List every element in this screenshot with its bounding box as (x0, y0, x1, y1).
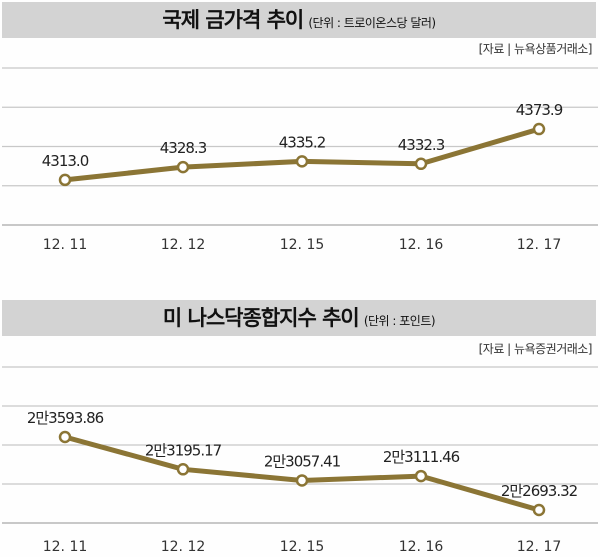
chart2-title-bar: 미 나스닥종합지수 추이 (단위 : 포인트) (2, 300, 596, 336)
chart2-x-tick-label: 12. 16 (399, 539, 444, 555)
chart1-title-bar: 국제 금가격 추이 (단위 : 트로이온스당 달러) (2, 2, 596, 38)
chart2-data-label: 2만3057.41 (264, 452, 341, 470)
chart1-data-point (532, 122, 546, 136)
chart2-data-label: 2만2693.32 (501, 482, 578, 500)
chart2-data-point (176, 463, 190, 476)
chart1-data-label: 4328.3 (160, 139, 207, 157)
chart2-x-tick-label: 12. 11 (43, 539, 88, 555)
chart2-data-label: 2만3111.46 (383, 448, 460, 466)
chart1-data-point (58, 173, 72, 187)
chart2-data-point (295, 474, 309, 487)
chart2-source: [자료 | 뉴욕증권거래소] (478, 342, 593, 356)
chart2-data-label: 2만3593.86 (27, 409, 104, 427)
chart2-data-point (532, 503, 546, 517)
chart1-x-tick-label: 12. 17 (517, 237, 562, 253)
chart1-data-label: 4373.9 (516, 101, 563, 119)
chart1-source: [자료 | 뉴욕상품거래소] (478, 42, 593, 56)
chart2-title: 미 나스닥종합지수 추이 (162, 306, 360, 330)
chart1-title: 국제 금가격 추이 (162, 8, 304, 32)
chart2-data-point (58, 430, 72, 444)
chart1-x-tick-label: 12. 12 (161, 237, 206, 253)
chart2-series-line (64, 434, 540, 513)
chart1-data-label: 4332.3 (398, 136, 445, 154)
chart1-unit: (단위 : 트로이온스당 달러) (308, 16, 436, 30)
chart1-x-tick-label: 12. 16 (399, 237, 444, 253)
chart2-x-tick-label: 12. 15 (280, 539, 325, 555)
chart2-x-tick-label: 12. 17 (517, 539, 562, 555)
chart2-data-label: 2만3195.17 (145, 441, 222, 459)
chart1-data-point (414, 157, 428, 171)
chart2-x-tick-label: 12. 12 (161, 539, 206, 555)
chart1-data-point (295, 155, 309, 168)
chart1-data-label: 4313.0 (42, 152, 89, 170)
chart1-data-label: 4335.2 (279, 133, 326, 151)
chart2-data-point (414, 469, 428, 483)
chart1-data-point (176, 160, 190, 174)
chart1-x-tick-label: 12. 15 (280, 237, 325, 253)
chart1-x-tick-label: 12. 11 (43, 237, 88, 253)
chart2-unit: (단위 : 포인트) (363, 314, 436, 328)
